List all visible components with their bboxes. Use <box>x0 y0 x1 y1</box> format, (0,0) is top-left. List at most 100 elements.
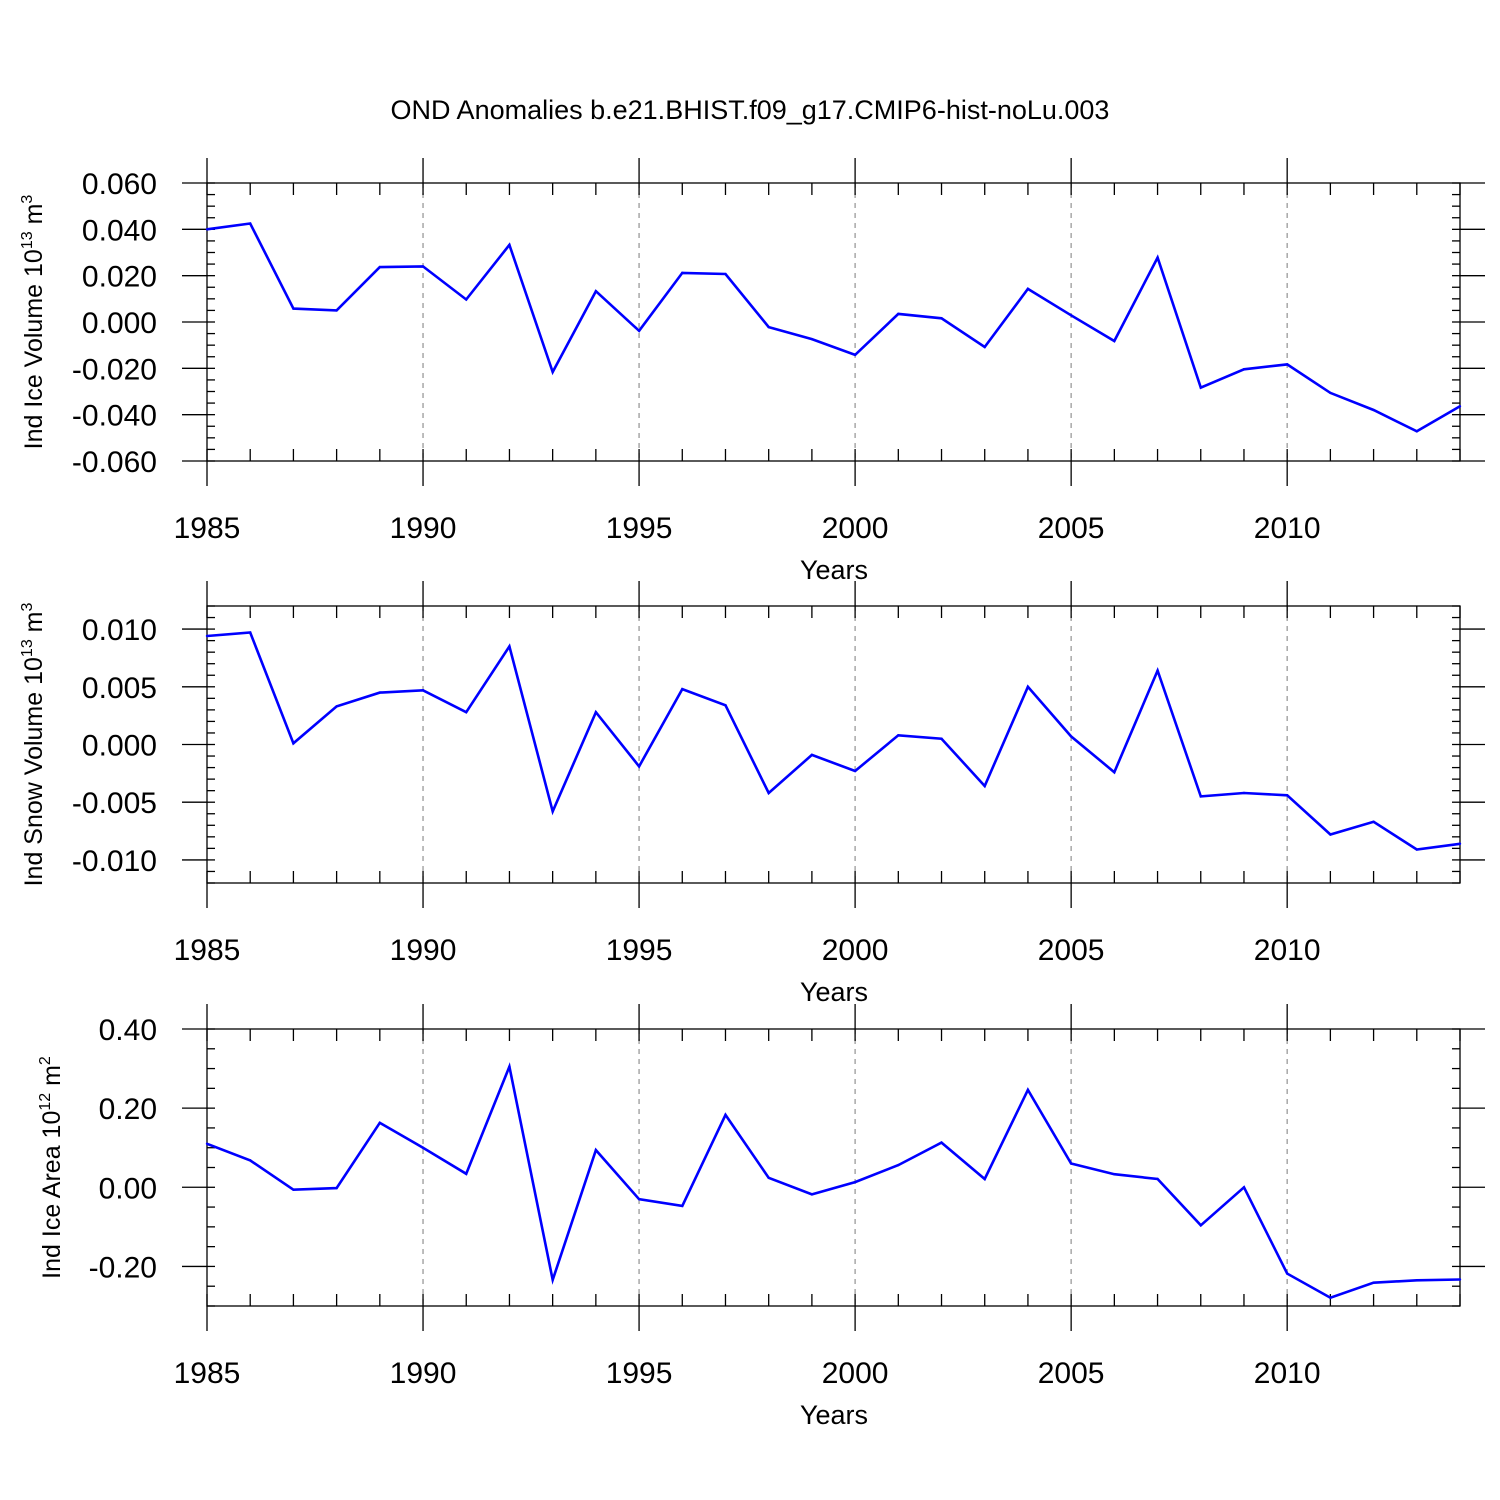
data-point <box>421 265 425 268</box>
data-point <box>767 791 770 795</box>
data-point <box>1372 820 1375 824</box>
y-tick-label: -0.005 <box>72 787 157 820</box>
y-tick-label: 0.040 <box>82 214 157 247</box>
data-point <box>335 309 338 312</box>
data-point <box>810 1193 814 1196</box>
data-point <box>1199 386 1202 389</box>
x-tick-label: 1985 <box>174 934 241 967</box>
x-tick-label: 2010 <box>1254 1357 1321 1390</box>
y-tick-label: -0.040 <box>72 400 157 433</box>
data-point <box>983 345 986 349</box>
data-point <box>1372 1281 1375 1284</box>
data-point <box>292 1188 295 1191</box>
data-point <box>1242 791 1246 795</box>
y-tick-label: 0.000 <box>82 307 157 340</box>
series-line <box>206 631 1461 851</box>
data-point <box>767 325 770 329</box>
data-point <box>508 1065 511 1068</box>
data-point <box>292 742 295 745</box>
data-point <box>1156 256 1159 259</box>
data-point <box>1113 771 1116 774</box>
x-tick-label: 2010 <box>1254 512 1321 545</box>
data-point <box>594 289 598 293</box>
x-tick-label: 1990 <box>390 512 457 545</box>
y-tick-label: -0.020 <box>72 353 157 386</box>
data-point <box>551 810 554 813</box>
data-point <box>940 737 943 740</box>
data-point <box>1069 314 1073 317</box>
data-point <box>378 265 382 269</box>
data-point <box>335 1186 338 1190</box>
y-axis-label: Ind Ice Volume 1013 m3 <box>19 195 48 450</box>
data-point <box>681 687 684 691</box>
axis-frame <box>206 182 1461 462</box>
x-axis-label: Years <box>800 977 868 1007</box>
data-point <box>1329 1296 1332 1299</box>
data-point <box>1415 430 1418 433</box>
x-tick-label: 1995 <box>606 1357 673 1390</box>
data-point <box>897 734 900 737</box>
data-point <box>594 710 598 714</box>
data-point <box>249 1159 252 1162</box>
data-point <box>853 353 857 357</box>
data-point <box>1113 1173 1116 1176</box>
data-point <box>551 1278 554 1282</box>
data-point <box>1156 1177 1159 1181</box>
data-point <box>1026 287 1030 291</box>
x-axis-label: Years <box>800 1400 868 1430</box>
data-point <box>465 298 468 301</box>
y-tick-label: 0.020 <box>82 261 157 294</box>
data-point <box>724 272 727 276</box>
data-point <box>378 691 382 694</box>
data-point <box>1199 1224 1202 1227</box>
data-point <box>508 243 511 247</box>
y-axis-label: Ind Ice Area 1012 m2 <box>37 1056 66 1279</box>
data-point <box>637 765 641 768</box>
y-tick-label: 0.060 <box>82 168 157 201</box>
data-point <box>1242 1186 1246 1189</box>
data-point <box>551 370 554 374</box>
data-point <box>1415 1279 1418 1282</box>
panels-container: 0.060 0.040 0.020 0.000 -0.020 -0.040 -0.060 19… <box>19 158 1485 1430</box>
data-point <box>421 689 425 692</box>
data-point <box>1329 833 1332 836</box>
data-point <box>1372 408 1375 412</box>
data-point <box>1458 842 1462 845</box>
x-tick-label: 2000 <box>822 1357 889 1390</box>
x-tick-label: 2000 <box>822 934 889 967</box>
series-line <box>206 1062 1461 1300</box>
data-point <box>681 271 684 275</box>
y-tick-label: -0.010 <box>72 845 157 878</box>
data-point <box>983 1177 986 1181</box>
data-point <box>421 1146 425 1149</box>
data-point <box>1156 669 1159 672</box>
x-tick-label: 2005 <box>1038 1357 1105 1390</box>
panel-2: 0.010 0.005 0.000 -0.005 -0.010 1985 1990 1995 2… <box>19 581 1485 1007</box>
x-tick-label: 1990 <box>390 1357 457 1390</box>
data-point <box>1242 368 1246 371</box>
x-tick-label: 1985 <box>174 512 241 545</box>
data-point <box>810 753 814 757</box>
data-point <box>465 710 468 714</box>
data-point <box>1329 391 1332 395</box>
data-point <box>378 1121 382 1124</box>
data-point <box>205 1142 209 1145</box>
x-tick-label: 2005 <box>1038 512 1105 545</box>
data-point <box>897 1163 900 1167</box>
y-tick-label: 0.005 <box>82 672 157 705</box>
data-point <box>292 307 295 310</box>
data-point <box>508 645 511 648</box>
panel-1: 0.060 0.040 0.020 0.000 -0.020 -0.040 -0.060 19… <box>19 158 1485 585</box>
data-point <box>335 705 338 708</box>
data-point <box>1458 1278 1462 1281</box>
x-axis-label: Years <box>800 555 868 585</box>
y-tick-label: 0.00 <box>99 1172 157 1205</box>
y-tick-label: 0.20 <box>99 1093 157 1126</box>
data-point <box>983 784 986 788</box>
data-point <box>1069 1162 1073 1165</box>
x-tick-label: 1990 <box>390 934 457 967</box>
x-tick-label: 2000 <box>822 512 889 545</box>
y-tick-label: 0.010 <box>82 614 157 647</box>
data-point <box>724 704 727 707</box>
